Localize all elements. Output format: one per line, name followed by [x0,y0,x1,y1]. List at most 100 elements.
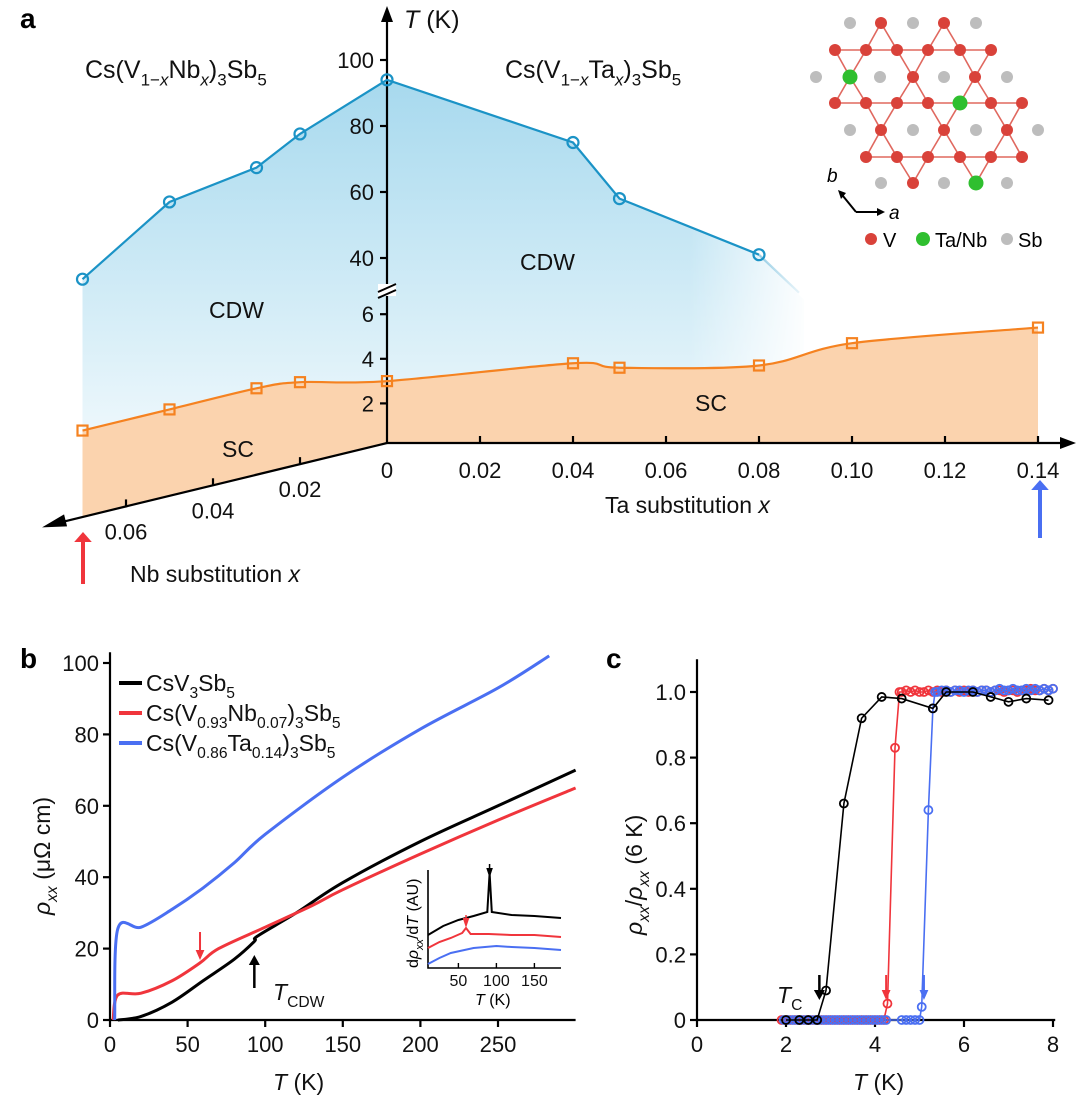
phase-region-fills [82,79,1038,518]
text-segment: ) [209,56,217,84]
v-atom [938,17,950,29]
cdw-boundary-fade [758,253,800,294]
cdw-label-right: CDW [520,249,575,275]
text-segment: ρ [405,950,422,960]
v-atom [829,44,841,56]
c-data-point [1048,683,1058,694]
legend-sb: Sb [1018,230,1042,252]
b-y-tick-label: 40 [75,865,99,890]
text-segment: Nb [168,56,200,84]
text-segment: Nb substitution [130,561,289,587]
cdw-data-point [249,161,264,175]
c-data-point [838,798,849,809]
v-atom [922,44,934,56]
v-atom [907,71,919,83]
lattice-axis-a: a [889,203,900,224]
cdw-data-point [75,272,90,286]
nb-compound-title: Cs(V1−xNbx)3Sb5 [85,56,267,90]
c-data-point [1034,685,1045,696]
legend-v: V [883,230,897,252]
c-data-point [927,703,938,714]
c-data-point [803,1015,814,1025]
tc-label: TC [777,982,802,1014]
v-atom [954,151,966,163]
c-y-tick-label: 0.4 [655,877,686,902]
text-segment: 5 [332,715,341,732]
y-tick-label: 2 [362,391,374,416]
text-segment: Ta substitution [605,492,758,518]
panel-b-axes: 0 20 40 60 80 100 0 50 100 150 200 250 [62,651,576,1057]
b-x-tick-label: 100 [247,1032,284,1057]
text-segment: T [853,1069,869,1095]
b-series-line-2 [113,654,551,1021]
sc-data-point [293,376,307,389]
c-x-tick-label: 8 [1047,1032,1059,1057]
text-segment: x [757,492,771,518]
sb-atom [810,71,822,83]
sb-atom [970,17,982,29]
c-data-point [999,685,1009,696]
text-segment: 1− [141,71,160,90]
cdw-boundary-line [81,78,760,281]
c-y-tick-label: 1.0 [655,680,686,705]
c-data-point [941,687,952,697]
b-x-tick-label: 50 [175,1032,199,1057]
text-segment: 5 [327,745,336,762]
c-data-point [781,1015,791,1025]
legend-ta-nb: Ta/Nb [935,230,987,252]
sb-atom-legend-dot [1001,233,1013,245]
v-atom [875,124,887,136]
sc-data-point [1031,321,1045,334]
panel-b-legend: CsV3Sb5Cs(V0.93Nb0.07)3Sb5Cs(V0.86Ta0.14… [119,670,341,762]
panel-label-a: a [20,3,36,34]
c-y-tick-label: 0 [674,1008,686,1033]
c-axes-lines [695,659,1056,1022]
sb-atom [1001,177,1013,189]
sb-atom [970,124,982,136]
text-segment: ) [282,730,290,756]
c-data-point [950,685,960,696]
text-segment: Cs(V [505,56,561,84]
dopant-atom [952,95,968,111]
c-data-point [812,1015,823,1025]
text-segment: Nb [228,700,257,726]
v-atom-legend-dot [865,233,877,245]
lattice-arrowheads-icon [838,190,885,216]
c-y-tick-label: 0.8 [655,746,686,771]
cdw-data-point [293,127,307,141]
text-segment: T [404,6,421,34]
c-data-point [858,1015,869,1025]
v-atom [922,97,934,109]
sc-data-point [566,357,580,370]
v-atom [891,97,903,109]
sc-label-left: SC [222,436,254,462]
text-segment: ρ [29,902,55,916]
nb-axis-label: Nb substitution x [130,561,302,587]
ta-tick-label: 0.08 [738,458,781,483]
v-atom [954,44,966,56]
cdw-data-point [566,135,580,150]
c-series-line-0 [786,691,1049,1021]
tc-blue-arrow-head [919,990,929,1000]
sc-data-point [752,359,766,372]
lattice-legend: V Ta/Nb Sb b a [827,166,1042,252]
v-atom [985,151,997,163]
text-segment: Sb [227,56,258,84]
sb-atom [875,177,887,189]
c-data-point [832,1015,843,1025]
cdw-data-point [612,192,627,206]
inset-red-arrow-head [462,918,470,928]
ta-tick-label: 0 [381,458,393,483]
inset-x-axis-label: T (K) [475,992,511,1009]
inset-y-axis-label: dρxx/dT (AU) [405,879,426,968]
inset-x-tick-label: 100 [483,973,510,990]
c-data-point [923,805,934,815]
c-data-point [1043,685,1054,696]
c-series-0 [781,687,1054,1025]
c-x-axis-label: T (K) [853,1069,904,1095]
tcdw-red-arrow-head [195,950,205,960]
ta-tick-label: 0.10 [831,458,874,483]
sc-data-point [163,403,176,416]
tcdw-black-arrow-head [248,955,260,965]
